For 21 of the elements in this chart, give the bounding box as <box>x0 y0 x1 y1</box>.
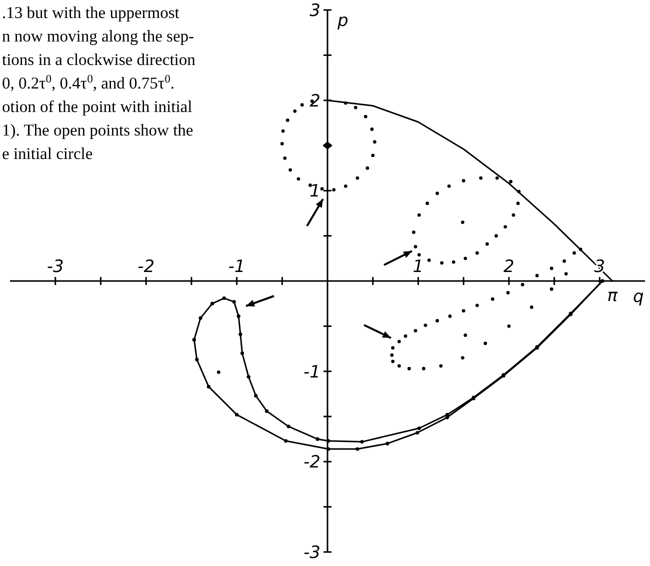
x-tick-label: -2 <box>138 257 155 277</box>
annotation: π <box>607 286 618 306</box>
x-axis-title: q <box>633 287 644 307</box>
annotation: 1). The open points show the <box>2 120 194 140</box>
annotation: n now moving along the sep- <box>2 26 194 46</box>
annotation: 0, 0.2τ$^{0}$, 0.4τ$^{0}$, and 0.75τ$^{0}$. <box>2 74 174 92</box>
y-tick-label: 1 <box>310 182 320 202</box>
x-tick-label: -1 <box>228 257 246 277</box>
annotation: e initial circle <box>2 144 93 163</box>
x-tick-label: 1 <box>412 257 424 277</box>
y-tick-label: 2 <box>310 91 320 112</box>
y-axis-title: p <box>336 11 348 31</box>
y-tick-label: -1 <box>304 362 320 382</box>
y-tick-label: -2 <box>304 452 320 473</box>
annotation: tions in a clockwise direction <box>2 50 196 69</box>
y-tick-label: 3 <box>310 1 320 21</box>
annotation: otion of the point with initial <box>2 97 193 116</box>
x-tick-label: 2 <box>504 257 514 277</box>
y-tick-label: -3 <box>304 543 320 563</box>
annotation: .13 but with the uppermost <box>2 3 180 22</box>
x-tick-label: -3 <box>46 257 64 277</box>
